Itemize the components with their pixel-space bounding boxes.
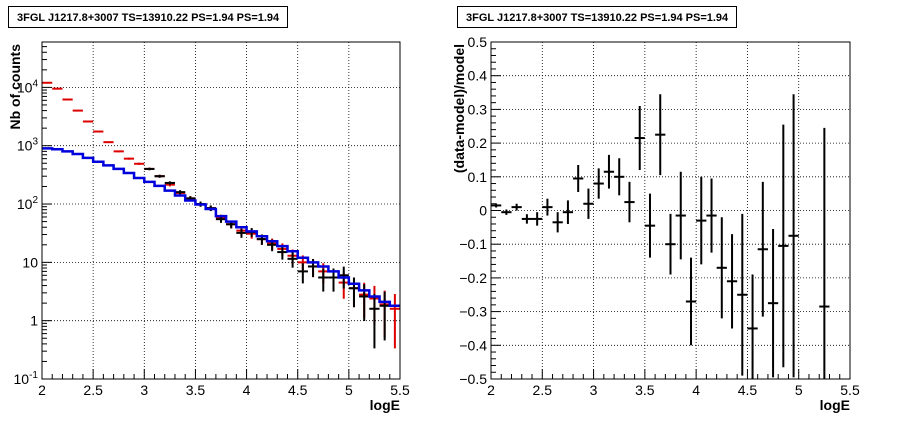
y-tick-label: 0.1 — [468, 169, 488, 185]
x-tick-label: 3.5 — [635, 382, 655, 398]
x-tick-label: 5 — [345, 382, 353, 398]
y-tick-label: 10-1 — [14, 370, 39, 387]
y-tick-label: 0.2 — [468, 135, 488, 151]
x-tick-label: 2 — [38, 382, 46, 398]
left-chart-title: 3FGL J1217.8+3007 TS=13910.22 PS=1.94 PS… — [8, 6, 289, 28]
x-tick-label: 4.5 — [288, 382, 308, 398]
x-tick-label: 3 — [590, 382, 598, 398]
y-tick-label: −0.4 — [459, 337, 487, 353]
y-tick-label: −0.3 — [459, 304, 487, 320]
x-tick-label: 2 — [487, 382, 495, 398]
x-tick-label: 4 — [692, 382, 700, 398]
y-tick-label: −0.5 — [459, 371, 487, 387]
model-step-line — [42, 147, 400, 308]
x-tick-label: 4 — [243, 382, 251, 398]
x-tick-label: 5.5 — [390, 382, 410, 398]
plot-frame — [41, 41, 401, 380]
x-tick-label: 2.5 — [83, 382, 103, 398]
plot-frame — [490, 41, 851, 380]
y-tick-label: 1 — [30, 313, 38, 329]
right-chart-title: 3FGL J1217.8+3007 TS=13910.22 PS=1.94 PS… — [457, 6, 738, 28]
y-tick-label: 0 — [479, 203, 487, 219]
y-tick-label: 104 — [17, 78, 39, 95]
y-axis-label: (data-model)/model — [451, 44, 467, 173]
y-tick-label: −0.2 — [459, 270, 487, 286]
x-axis-label: logE — [820, 397, 850, 413]
x-tick-label: 3 — [140, 382, 148, 398]
x-tick-label: 5 — [795, 382, 803, 398]
y-tick-label: −0.1 — [459, 236, 487, 252]
x-tick-label: 4.5 — [738, 382, 758, 398]
y-tick-label: 103 — [17, 137, 39, 154]
y-tick-label: 0.5 — [468, 34, 488, 50]
y-tick-label: 102 — [17, 195, 39, 212]
x-tick-label: 2.5 — [533, 382, 553, 398]
plot-area — [42, 42, 400, 379]
x-tick-label: 5.5 — [840, 382, 860, 398]
plot-area — [491, 42, 850, 379]
y-axis-label: Nb of counts — [7, 44, 23, 130]
counts-histogram: 2 2.5 3 3.5 4 4.5 5 5.5 10-1 1 10 102 103 104 logE Nb o… — [7, 41, 410, 413]
x-tick-label: 3.5 — [186, 382, 206, 398]
y-tick-label: 0.4 — [468, 68, 488, 84]
x-axis-label: logE — [370, 397, 400, 413]
y-tick-label: 10 — [22, 254, 38, 270]
residuals-plot: 2 2.5 3 3.5 4 4.5 5 5.5 −0.5 −0.4 −0.3 −0.2 −0.1 0 0.1… — [451, 34, 860, 413]
y-tick-label: 0.3 — [468, 101, 488, 117]
